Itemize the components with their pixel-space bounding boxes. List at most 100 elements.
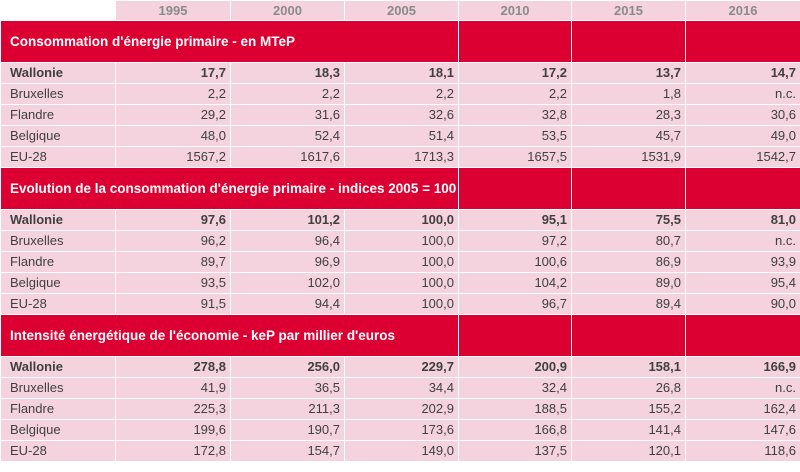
value-cell: 100,0 [344,293,459,315]
section-title: Evolution de la consommation d'énergie p… [0,167,459,210]
value-cell: 2,2 [344,83,459,105]
value-cell: 30,6 [685,104,800,126]
value-cell: 13,7 [571,62,686,84]
region-name: Flandre [0,104,116,126]
value-cell: 89,0 [571,272,686,294]
year-header-row: 1995 2000 2005 2010 2015 2016 [0,0,800,21]
value-cell: 2,2 [115,83,231,105]
section-header-empty-cell [685,314,800,357]
energy-statistics-table: 1995 2000 2005 2010 2015 2016 Consommation d'é… [0,0,800,462]
value-cell: 101,2 [230,209,345,231]
region-name: EU-28 [0,146,116,168]
value-cell: 32,6 [344,104,459,126]
value-cell: 97,6 [115,209,231,231]
value-cell: 158,1 [571,356,686,378]
corner-cell [0,0,116,21]
value-cell: 17,2 [458,62,572,84]
value-cell: 1,8 [571,83,686,105]
value-cell: 211,3 [230,398,345,420]
value-cell: 32,4 [458,377,572,399]
value-cell: 51,4 [344,125,459,147]
value-cell: 36,5 [230,377,345,399]
region-name: Wallonie [0,356,116,378]
section-header-empty-cell [685,20,800,63]
value-cell: 100,6 [458,251,572,273]
region-name: Belgique [0,272,116,294]
value-cell: 28,3 [571,104,686,126]
value-cell: 118,6 [685,440,800,462]
year-header: 2010 [458,0,572,21]
table-row: EU-28 172,8 154,7 149,0 137,5 120,1 118,6 [0,440,800,462]
value-cell: 100,0 [344,209,459,231]
value-cell: 1617,6 [230,146,345,168]
value-cell: 96,2 [115,230,231,252]
value-cell: 100,0 [344,251,459,273]
value-cell: 45,7 [571,125,686,147]
value-cell: 278,8 [115,356,231,378]
year-header: 1995 [115,0,231,21]
region-name: Flandre [0,251,116,273]
section-header-empty-cell [458,167,572,210]
region-name: Belgique [0,419,116,441]
value-cell: 173,6 [344,419,459,441]
value-cell: 26,8 [571,377,686,399]
value-cell: 1713,3 [344,146,459,168]
table-row: Flandre 29,2 31,6 32,6 32,8 28,3 30,6 [0,104,800,126]
value-cell: 149,0 [344,440,459,462]
value-cell: 48,0 [115,125,231,147]
value-cell: 95,4 [685,272,800,294]
value-cell: 95,1 [458,209,572,231]
value-cell: 18,1 [344,62,459,84]
section-header-empty-cell [571,314,686,357]
value-cell: 104,2 [458,272,572,294]
value-cell: 14,7 [685,62,800,84]
value-cell: 93,5 [115,272,231,294]
region-name: EU-28 [0,293,116,315]
section-title: Intensité énergétique de l'économie - ke… [0,314,459,357]
table-row: Belgique 93,5 102,0 100,0 104,2 89,0 95,4 [0,272,800,294]
value-cell: 2,2 [458,83,572,105]
table-row: Bruxelles 96,2 96,4 100,0 97,2 80,7 n.c. [0,230,800,252]
region-name: Wallonie [0,209,116,231]
section-header-empty-cell [571,20,686,63]
section-header-empty-cell [458,20,572,63]
value-cell: 166,8 [458,419,572,441]
section-header-row: Consommation d'énergie primaire - en MTe… [0,20,800,63]
value-cell: 137,5 [458,440,572,462]
value-cell: 41,9 [115,377,231,399]
table-row: Belgique 199,6 190,7 173,6 166,8 141,4 147,6 [0,419,800,441]
value-cell: 97,2 [458,230,572,252]
section-header-empty-cell [458,314,572,357]
value-cell: 53,5 [458,125,572,147]
year-header: 2016 [685,0,800,21]
value-cell: 91,5 [115,293,231,315]
region-name: Flandre [0,398,116,420]
value-cell: 17,7 [115,62,231,84]
value-cell: 202,9 [344,398,459,420]
value-cell: 102,0 [230,272,345,294]
value-cell: 188,5 [458,398,572,420]
section-header-row: Evolution de la consommation d'énergie p… [0,167,800,210]
value-cell: n.c. [685,377,800,399]
table-row: EU-28 1567,2 1617,6 1713,3 1657,5 1531,9 1542,… [0,146,800,168]
section-title: Consommation d'énergie primaire - en MTe… [0,20,459,63]
region-name: Bruxelles [0,230,116,252]
value-cell: 1567,2 [115,146,231,168]
value-cell: 199,6 [115,419,231,441]
value-cell: 1657,5 [458,146,572,168]
value-cell: 80,7 [571,230,686,252]
table-row: Flandre 89,7 96,9 100,0 100,6 86,9 93,9 [0,251,800,273]
value-cell: 90,0 [685,293,800,315]
table-row: Wallonie 278,8 256,0 229,7 200,9 158,1 166,9 [0,356,800,378]
region-name: Belgique [0,125,116,147]
value-cell: 32,8 [458,104,572,126]
value-cell: 34,4 [344,377,459,399]
value-cell: 162,4 [685,398,800,420]
table-row: Bruxelles 2,2 2,2 2,2 2,2 1,8 n.c. [0,83,800,105]
region-name: Bruxelles [0,83,116,105]
value-cell: 52,4 [230,125,345,147]
value-cell: 172,8 [115,440,231,462]
value-cell: 154,7 [230,440,345,462]
value-cell: 96,9 [230,251,345,273]
value-cell: 120,1 [571,440,686,462]
